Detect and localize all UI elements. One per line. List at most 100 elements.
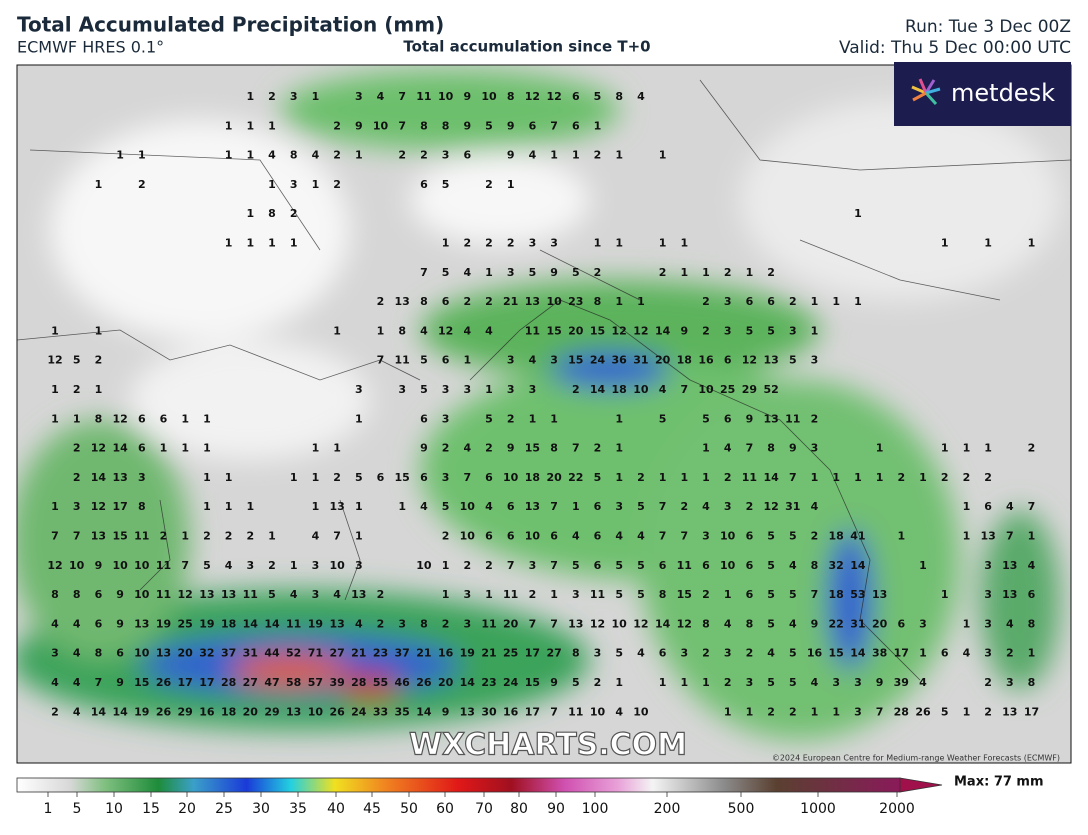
precip-value: 3 (138, 471, 146, 484)
precip-value: 18 (525, 471, 540, 484)
precip-value: 44 (264, 647, 280, 660)
precip-value: 6 (116, 647, 124, 660)
precip-value: 1 (377, 324, 385, 337)
precip-value: 16 (199, 705, 215, 718)
precip-value: 9 (442, 705, 450, 718)
precip-value: 1 (442, 588, 450, 601)
precip-value: 9 (116, 617, 124, 630)
precip-value: 4 (1028, 559, 1036, 572)
precip-value: 2 (789, 295, 797, 308)
precip-value: 2 (767, 705, 775, 718)
precip-value: 7 (377, 354, 385, 367)
precip-value: 1 (615, 237, 623, 250)
precip-value: 9 (550, 676, 558, 689)
precip-value: 5 (485, 119, 493, 132)
precip-value: 4 (268, 149, 276, 162)
precip-value: 25 (178, 617, 193, 630)
precip-value: 1 (290, 559, 298, 572)
precip-value: 24 (503, 676, 519, 689)
precip-value: 5 (594, 90, 602, 103)
precip-value: 4 (1006, 617, 1014, 630)
precip-value: 6 (442, 295, 450, 308)
precip-value: 2 (485, 237, 493, 250)
precip-value: 4 (355, 617, 363, 630)
precip-value: 1 (615, 412, 623, 425)
precip-value: 10 (329, 559, 345, 572)
precip-value: 7 (1028, 500, 1036, 513)
precip-value: 4 (724, 442, 732, 455)
precip-value: 2 (463, 559, 471, 572)
precip-value: 9 (420, 442, 428, 455)
precip-value: 3 (746, 676, 754, 689)
precip-value: 15 (590, 324, 605, 337)
precip-value: 17 (525, 647, 540, 660)
precip-value: 7 (181, 559, 189, 572)
precip-value: 9 (876, 676, 884, 689)
precip-value: 6 (138, 442, 146, 455)
precip-value: 2 (463, 295, 471, 308)
precip-value: 6 (767, 295, 775, 308)
logo-icon (911, 78, 941, 106)
precip-value: 4 (919, 676, 927, 689)
precip-value: 10 (546, 295, 562, 308)
precip-value: 8 (572, 647, 580, 660)
precip-value: 37 (395, 647, 410, 660)
precip-value: 1 (832, 705, 840, 718)
precip-value: 1 (963, 530, 971, 543)
precip-value: 1 (550, 149, 558, 162)
precip-value: 6 (463, 149, 471, 162)
precip-value: 6 (746, 530, 754, 543)
precip-value: 13 (980, 530, 995, 543)
precip-value: 7 (420, 266, 428, 279)
precip-value: 1 (1028, 530, 1036, 543)
precip-value: 2 (572, 383, 580, 396)
precip-value: 7 (333, 530, 341, 543)
precip-value: 1 (463, 354, 471, 367)
precip-value: 2 (485, 559, 493, 572)
precip-value: 19 (308, 617, 323, 630)
precip-value: 1 (203, 412, 211, 425)
colorbar-tick-label: 200 (654, 801, 681, 817)
precip-value: 6 (746, 295, 754, 308)
map-frame (16, 64, 1072, 764)
precip-value: 5 (420, 383, 428, 396)
precip-value: 1 (811, 705, 819, 718)
precip-value: 24 (351, 705, 367, 718)
precip-value: 3 (507, 354, 515, 367)
precip-value: 10 (416, 559, 432, 572)
precip-value: 4 (290, 588, 298, 601)
precip-value: 2 (963, 471, 971, 484)
precip-value: 2 (702, 588, 710, 601)
precip-value: 2 (377, 588, 385, 601)
colorbar-arrow (899, 777, 943, 793)
precip-value: 31 (850, 617, 865, 630)
precip-value: 5 (529, 266, 537, 279)
precip-value: 2 (138, 178, 146, 191)
precip-value: 38 (872, 647, 887, 660)
precip-value: 21 (416, 647, 431, 660)
colorbar-tick-label: 5 (73, 801, 82, 817)
precip-value: 3 (463, 588, 471, 601)
precip-value: 1 (594, 237, 602, 250)
precip-value: 6 (724, 354, 732, 367)
precip-value: 39 (894, 676, 909, 689)
precip-value: 8 (659, 588, 667, 601)
precip-value: 1 (529, 412, 537, 425)
precip-value: 13 (329, 500, 344, 513)
precip-value: 14 (655, 324, 671, 337)
precip-value: 3 (355, 90, 363, 103)
precip-value: 7 (463, 471, 471, 484)
precip-value: 1 (312, 500, 320, 513)
precip-value: 5 (615, 588, 623, 601)
precip-value: 22 (829, 617, 844, 630)
precip-value: 13 (525, 500, 540, 513)
precip-value: 1 (268, 119, 276, 132)
precip-value: 12 (612, 324, 627, 337)
precip-value: 3 (919, 617, 927, 630)
precip-value: 5 (789, 588, 797, 601)
precip-value: 29 (264, 705, 279, 718)
precip-value: 18 (612, 383, 627, 396)
precip-value: 5 (767, 559, 775, 572)
precip-value: 14 (91, 471, 107, 484)
precip-value: 5 (485, 412, 493, 425)
